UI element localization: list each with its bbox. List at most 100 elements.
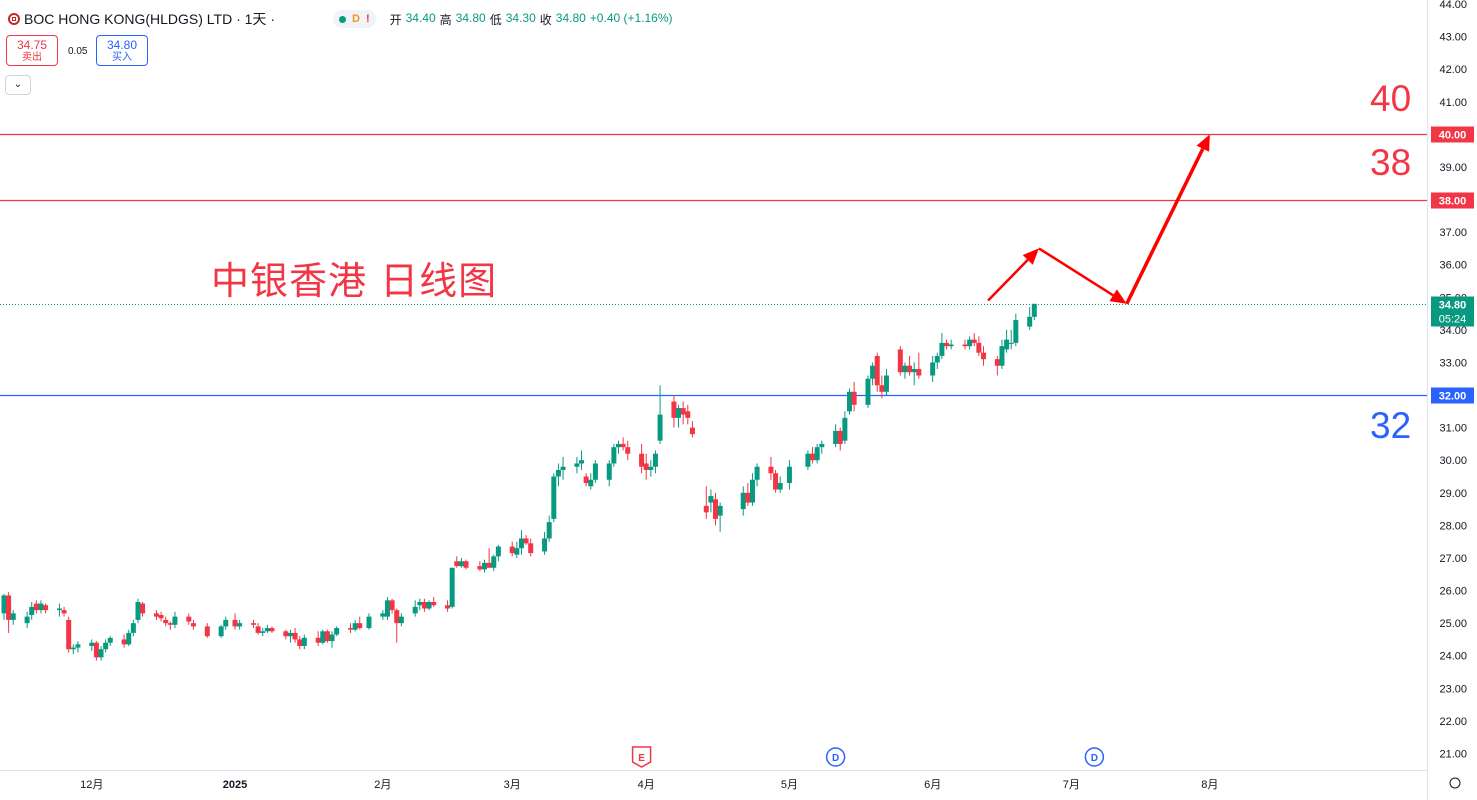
- candle-body: [514, 548, 520, 555]
- candle-body: [542, 538, 548, 552]
- candle-body: [1013, 320, 1019, 343]
- candle-body: [93, 642, 99, 658]
- projection-arrow-head: [1022, 248, 1039, 265]
- earnings-marker: [631, 746, 652, 768]
- candle-body: [708, 496, 714, 503]
- candle-body: [588, 479, 594, 487]
- candle-body: [1008, 342, 1014, 344]
- candle-body: [680, 408, 686, 415]
- candle-body: [491, 556, 497, 568]
- candle-body: [426, 601, 432, 609]
- candle-body: [486, 562, 492, 568]
- candle-body: [186, 616, 192, 622]
- candle-body: [1027, 316, 1033, 327]
- candle-body: [398, 616, 404, 624]
- candle-body: [745, 492, 751, 503]
- ohlc-high-label: 高: [439, 12, 452, 27]
- delayed-flag: D: [351, 13, 360, 25]
- candle-body: [38, 603, 44, 611]
- candle-body: [976, 342, 982, 353]
- y-tick-label: 25.00: [1439, 618, 1467, 630]
- candle-body: [126, 632, 132, 645]
- y-tick-label: 23.00: [1439, 683, 1467, 695]
- level-price-tag-label: 38.00: [1439, 196, 1467, 208]
- candle-body: [768, 466, 774, 474]
- candle-body: [1031, 303, 1037, 317]
- candle-body: [625, 447, 631, 454]
- candle-body: [218, 626, 224, 637]
- candle-body: [967, 339, 973, 347]
- candle-body: [458, 561, 464, 567]
- y-tick-label: 28.00: [1439, 520, 1467, 532]
- projection-arrow-shaft: [1125, 147, 1205, 305]
- collapse-button[interactable]: ⌄: [5, 75, 31, 95]
- candle-body: [24, 616, 30, 624]
- candle-body: [713, 499, 719, 519]
- candle-body: [717, 505, 723, 516]
- candle-body: [223, 619, 229, 627]
- x-tick-label: 2025: [223, 779, 247, 791]
- candle-body: [463, 561, 469, 568]
- y-tick-label: 22.00: [1439, 716, 1467, 728]
- status-pill[interactable]: D !: [332, 10, 376, 28]
- buy-price: 34.80: [106, 38, 138, 52]
- last-price-label: 34.80: [1439, 300, 1467, 312]
- candle-body: [583, 476, 589, 484]
- candle-body: [89, 642, 95, 646]
- candle-body: [324, 631, 330, 642]
- candle-body: [237, 623, 243, 627]
- candle-body: [33, 603, 39, 611]
- last-price-tag: [1431, 296, 1474, 327]
- level-price-tag-label: 32.00: [1439, 391, 1467, 403]
- x-tick-label: 4月: [638, 779, 655, 791]
- x-tick-label: 2月: [374, 779, 391, 791]
- x-tick-label: 12月: [80, 779, 103, 791]
- candle-body: [421, 601, 427, 609]
- sell-button[interactable]: 34.75 卖出: [6, 35, 58, 66]
- ohlc-low-label: 低: [489, 12, 502, 27]
- projection-arrow-shaft: [987, 258, 1029, 302]
- y-tick-label: 30.00: [1439, 455, 1467, 467]
- candle-body: [431, 601, 437, 606]
- candle-body: [163, 619, 169, 624]
- candle-body: [615, 443, 621, 448]
- projection-arrow-head: [1196, 134, 1210, 152]
- candle-body: [740, 492, 746, 510]
- candle-body: [523, 538, 529, 544]
- candle-body: [43, 605, 49, 611]
- y-tick-label: 43.00: [1439, 32, 1467, 44]
- candle-body: [190, 623, 196, 627]
- level-label-38: 38: [1370, 142, 1412, 183]
- market-open-dot-icon: [338, 15, 346, 23]
- buy-button[interactable]: 34.80 买入: [96, 35, 148, 66]
- candle-body: [528, 543, 534, 554]
- candle-body: [301, 637, 307, 646]
- y-tick-label: 36.00: [1439, 260, 1467, 272]
- candle-body: [366, 616, 372, 629]
- candle-body: [29, 606, 35, 616]
- chart-header: BOC HONG KONG(HLDGS) LTD · 1天 · D ! 开 34.…: [8, 8, 673, 30]
- y-tick-label: 27.00: [1439, 553, 1467, 565]
- candle-body: [334, 628, 340, 635]
- x-tick-label: 8月: [1201, 779, 1218, 791]
- candle-body: [648, 466, 654, 470]
- settings-gear-icon[interactable]: [1449, 777, 1461, 789]
- level-price-tag-label: 40.00: [1439, 130, 1467, 142]
- x-tick-label: 3月: [504, 779, 521, 791]
- ohlc-high-value: 34.80: [455, 10, 486, 25]
- candle-body: [103, 642, 109, 650]
- level-price-tag: [1431, 126, 1474, 143]
- y-tick-label: 39.00: [1439, 162, 1467, 174]
- dividend-marker-label: D: [1091, 753, 1098, 764]
- candle-body: [916, 368, 922, 376]
- candle-body: [671, 401, 677, 418]
- symbol-title[interactable]: BOC HONG KONG(HLDGS) LTD · 1天 ·: [24, 11, 275, 27]
- candle-body: [107, 637, 113, 643]
- buy-label: 买入: [112, 52, 132, 63]
- candle-body: [930, 362, 936, 376]
- candle-body: [204, 626, 210, 637]
- sell-label: 卖出: [22, 52, 42, 63]
- level-price-tag: [1431, 192, 1474, 209]
- candle-body: [865, 378, 871, 405]
